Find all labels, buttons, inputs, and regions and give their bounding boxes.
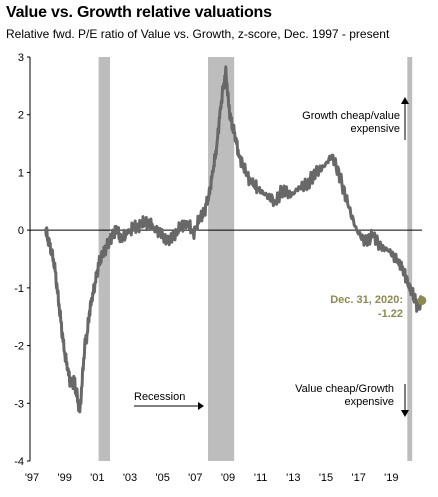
up-arrow-head [401, 97, 409, 104]
x-tick-label: '17 [351, 472, 365, 484]
value-cheap-annotation: Value cheap/Growth expensive [295, 383, 409, 417]
recession-annotation: Recession [134, 391, 204, 410]
x-tick-label: '11 [254, 472, 268, 484]
y-tick-label: 1 [18, 167, 24, 179]
x-tick-label: '97 [25, 472, 39, 484]
growth-cheap-annotation: Growth cheap/value expensive [302, 97, 409, 140]
recession-bands [98, 57, 413, 461]
x-tick-label: '15 [319, 472, 333, 484]
value-cheap-line1: Value cheap/Growth [295, 383, 394, 395]
recession-band-1 [98, 57, 111, 461]
x-tick-label: '07 [188, 472, 202, 484]
chart-title: Value vs. Growth relative valuations [6, 4, 272, 21]
recession-band-3 [407, 57, 413, 461]
y-tick-label: 3 [18, 52, 24, 64]
x-tick-labels: '97 '99 '01 '03 '05 '07 '09 '11 '13 '15 '17 '19 [25, 472, 399, 484]
end-point-marker [417, 296, 427, 306]
x-tick-label: '99 [57, 472, 71, 484]
x-tick-label: '05 [155, 472, 169, 484]
y-tick-label: 2 [18, 110, 24, 122]
x-tick-label: '03 [123, 472, 137, 484]
end-value-annotation: Dec. 31, 2020: -1.22 [330, 294, 403, 320]
x-tick-label: '01 [90, 472, 104, 484]
x-tick-label: '19 [384, 472, 398, 484]
recession-band-2 [208, 57, 235, 461]
y-tick-label: -4 [14, 456, 24, 468]
y-tick-label: -1 [14, 283, 24, 295]
x-tick-label: '09 [221, 472, 235, 484]
growth-cheap-line1: Growth cheap/value [302, 110, 400, 122]
end-value-label: -1.22 [378, 308, 403, 320]
growth-cheap-line2: expensive [350, 123, 400, 135]
x-tick-label: '13 [286, 472, 300, 484]
down-arrow-head [401, 410, 409, 417]
y-tick-label: 0 [18, 225, 24, 237]
recession-label: Recession [134, 391, 185, 403]
end-date-label: Dec. 31, 2020: [330, 294, 403, 306]
chart-subtitle: Relative fwd. P/E ratio of Value vs. Gro… [6, 27, 390, 41]
recession-arrow-head [198, 402, 204, 410]
value-cheap-line2: expensive [344, 396, 394, 408]
y-tick-label: -3 [14, 398, 24, 410]
y-tick-label: -2 [14, 341, 24, 353]
relative-pe-line [44, 65, 424, 414]
y-tick-labels: 3 2 1 0 -1 -2 -3 -4 [14, 52, 30, 468]
